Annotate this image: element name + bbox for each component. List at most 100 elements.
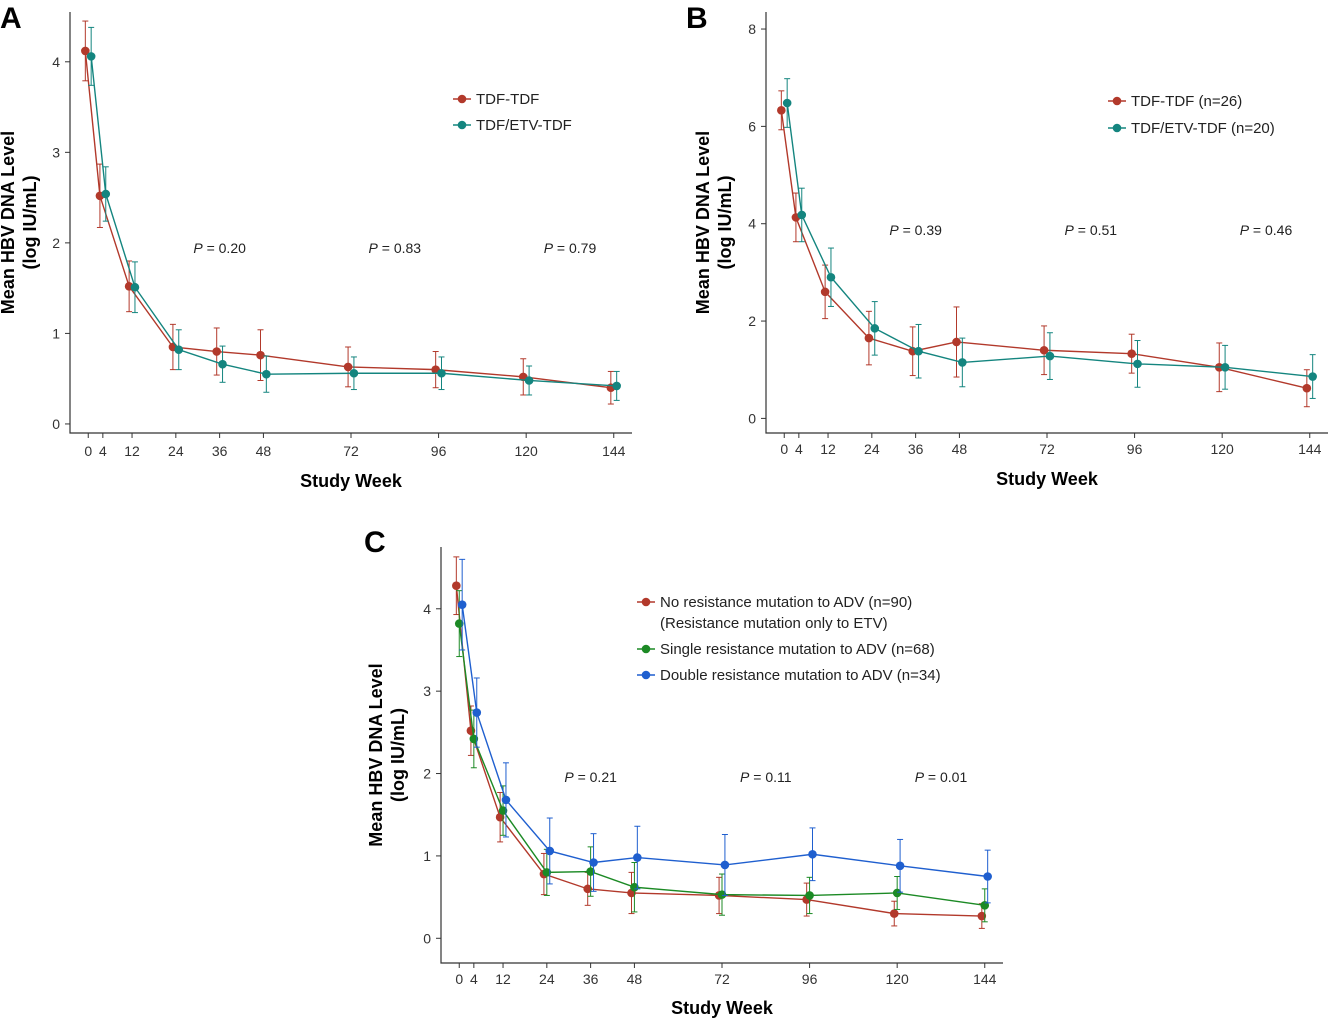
y-axis-title: Mean HBV DNA Level xyxy=(693,131,713,314)
x-tick-label: 144 xyxy=(1298,441,1322,457)
p-value-annotation: P = 0.51 xyxy=(1065,222,1118,238)
x-axis-title: Study Week xyxy=(671,998,774,1018)
legend-label: Single resistance mutation to ADV (n=68) xyxy=(660,641,935,658)
p-value-annotation: P = 0.46 xyxy=(1240,222,1293,238)
x-tick-label: 12 xyxy=(124,443,140,459)
data-point xyxy=(630,882,639,892)
series-line xyxy=(90,56,617,387)
data-point xyxy=(805,891,814,900)
series-line xyxy=(461,604,988,878)
y-tick-label: 8 xyxy=(748,21,756,37)
legend-marker xyxy=(457,120,467,130)
legend: TDF-TDF (n=26) TDF/ETV-TDF (n=20) xyxy=(1108,93,1275,137)
data-point xyxy=(820,287,830,297)
p-value-text: = 0.39 xyxy=(899,222,942,238)
series-line xyxy=(455,585,982,917)
y-tick-label: 6 xyxy=(748,118,756,134)
y-tick-label: 0 xyxy=(423,930,431,946)
p-value-symbol: P xyxy=(889,222,899,238)
data-point xyxy=(717,890,727,899)
p-value-annotation: P = 0.20 xyxy=(193,240,246,256)
data-point xyxy=(498,806,508,815)
data-point xyxy=(797,210,807,220)
data-point xyxy=(1302,383,1312,393)
data-point xyxy=(256,350,265,360)
legend-marker xyxy=(1112,96,1122,106)
x-tick-label: 72 xyxy=(1039,441,1055,457)
p-value-symbol: P xyxy=(369,240,379,256)
legend: No resistance mutation to ADV (n=90) (Res… xyxy=(637,594,941,684)
data-point xyxy=(583,884,593,894)
x-tick-label: 4 xyxy=(795,441,803,457)
x-tick-label: 36 xyxy=(908,441,924,457)
p-value-text: = 0.20 xyxy=(203,240,246,256)
series-line xyxy=(458,623,985,907)
legend-label: No resistance mutation to ADV (n=90) xyxy=(660,594,912,611)
data-point xyxy=(958,358,967,367)
data-point xyxy=(174,345,184,355)
x-tick-label: 12 xyxy=(495,971,511,987)
data-point xyxy=(545,846,555,856)
p-value-annotation: P = 0.39 xyxy=(889,222,942,238)
p-value-annotation: P = 0.21 xyxy=(564,769,617,785)
series-green xyxy=(454,590,990,923)
x-tick-label: 24 xyxy=(168,443,184,459)
p-value-annotation: P = 0.83 xyxy=(369,240,422,256)
data-point xyxy=(212,347,222,356)
legend-label: Double resistance mutation to ADV (n=34) xyxy=(660,667,941,684)
y-axis-title: (log IU/mL) xyxy=(715,176,735,270)
y-axis-title: (log IU/mL) xyxy=(20,176,40,270)
data-point xyxy=(343,362,353,372)
x-tick-label: 120 xyxy=(885,971,909,987)
p-value-annotation: P = 0.79 xyxy=(544,240,597,256)
x-tick-label: 120 xyxy=(514,443,538,459)
data-point xyxy=(633,853,642,862)
x-tick-label: 96 xyxy=(802,971,818,987)
x-tick-label: 12 xyxy=(820,441,836,457)
p-value-text: = 0.21 xyxy=(574,769,617,785)
p-value-symbol: P xyxy=(1240,222,1250,238)
data-point xyxy=(826,272,836,282)
y-tick-label: 0 xyxy=(52,416,60,432)
data-point xyxy=(457,600,467,609)
legend-marker xyxy=(641,670,651,680)
y-axis-title: Mean HBV DNA Level xyxy=(366,663,386,846)
data-point xyxy=(452,581,461,591)
series-line xyxy=(786,102,1313,378)
data-point xyxy=(720,860,730,870)
x-tick-label: 96 xyxy=(1127,441,1143,457)
y-tick-label: 3 xyxy=(423,683,431,699)
p-value-text: = 0.83 xyxy=(378,240,421,256)
data-point xyxy=(889,909,899,918)
y-tick-label: 0 xyxy=(748,410,756,426)
p-value-text: = 0.46 xyxy=(1249,222,1292,238)
data-point xyxy=(586,867,595,876)
series-red xyxy=(777,90,1312,408)
data-point xyxy=(542,868,552,877)
series-red xyxy=(452,556,987,929)
y-tick-label: 2 xyxy=(423,766,431,782)
p-value-annotation: P = 0.01 xyxy=(915,769,968,785)
x-tick-label: 36 xyxy=(212,443,228,459)
data-point xyxy=(1220,362,1230,372)
data-point xyxy=(472,708,482,717)
x-tick-label: 144 xyxy=(602,443,626,459)
data-point xyxy=(870,324,880,333)
y-tick-label: 4 xyxy=(748,216,756,232)
y-tick-label: 3 xyxy=(52,144,60,160)
series-blue xyxy=(457,558,992,904)
legend-marker xyxy=(641,597,651,607)
data-point xyxy=(86,52,96,61)
data-point xyxy=(1045,351,1055,361)
panel-letter: A xyxy=(0,2,22,35)
data-point xyxy=(101,189,111,199)
data-point xyxy=(1308,372,1317,381)
y-tick-label: 1 xyxy=(52,325,60,341)
data-point xyxy=(808,849,817,859)
data-point xyxy=(1133,359,1142,369)
legend-marker xyxy=(457,94,467,104)
p-value-symbol: P xyxy=(193,240,203,256)
